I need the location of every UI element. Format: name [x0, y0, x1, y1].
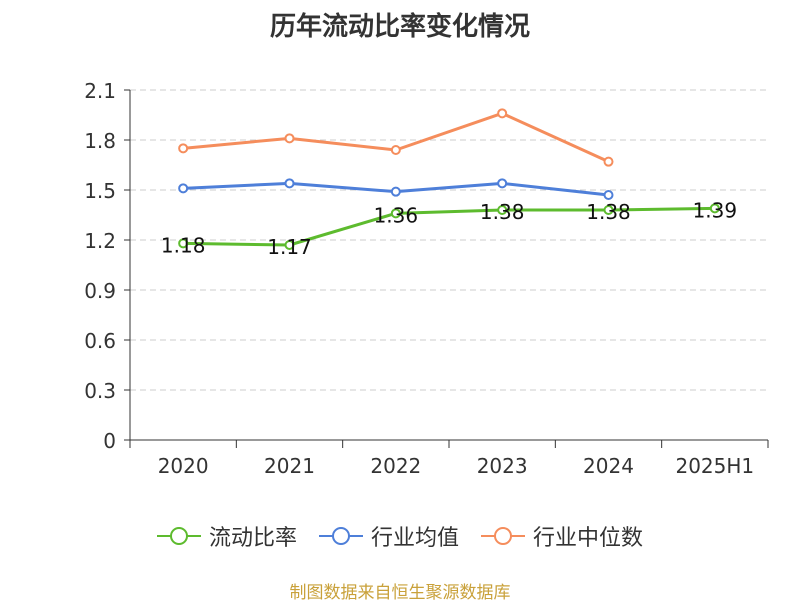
legend-label: 流动比率	[208, 526, 297, 551]
data-label: 1.18	[161, 233, 206, 257]
legend-label: 行业均值	[370, 526, 459, 551]
chart-title: 历年流动比率变化情况	[269, 12, 530, 42]
data-point	[497, 178, 508, 189]
x-tick-label: 2021	[264, 454, 315, 478]
x-tick-label: 2020	[158, 454, 209, 478]
data-label: 1.17	[267, 235, 312, 259]
data-point	[603, 190, 614, 200]
data-point	[390, 208, 401, 219]
series-lines	[178, 108, 720, 250]
y-tick-label: 0.3	[84, 379, 116, 403]
legend-label: 行业中位数	[533, 526, 644, 551]
y-tick-label: 1.8	[84, 129, 116, 153]
data-labels: 1.18 1.17 1.36 1.38 1.38 1.39	[161, 198, 737, 259]
legend-line-marker-icon	[481, 527, 525, 545]
y-tick-label: 2.1	[84, 79, 116, 103]
y-tick-label: 1.2	[84, 229, 116, 253]
y-tick-label: 0.9	[84, 279, 116, 303]
series-line	[183, 206, 715, 247]
data-point	[284, 178, 295, 189]
data-label: 1.38	[586, 200, 631, 224]
data-label: 1.36	[374, 203, 419, 227]
data-point	[709, 203, 720, 214]
data-point	[603, 156, 614, 167]
data-point	[178, 238, 189, 249]
data-point	[178, 143, 189, 154]
legend: 流动比率 行业均值 行业中位数	[0, 520, 800, 552]
data-point	[603, 205, 614, 215]
data-point	[284, 133, 295, 144]
data-point	[284, 240, 295, 250]
data-label: 1.39	[693, 198, 738, 222]
y-tick-label: 0	[103, 429, 116, 453]
legend-item-current-ratio[interactable]: 流动比率	[156, 520, 297, 552]
x-tick-label: 2025H1	[675, 454, 754, 478]
data-point	[178, 183, 189, 194]
axes: 0 0.3 0.6 0.9 1.2 1.5 1.8 2.1 2020 2021 2022 2023 20…	[84, 79, 769, 478]
y-tick-label: 1.5	[84, 179, 116, 203]
legend-line-marker-icon	[156, 527, 201, 545]
legend-item-industry-average[interactable]: 行业均值	[318, 520, 459, 552]
data-point	[497, 108, 508, 119]
x-tick-label: 2024	[583, 454, 634, 478]
data-label: 1.38	[480, 200, 525, 224]
x-tick-label: 2022	[370, 454, 421, 478]
x-tick-label: 2023	[477, 454, 528, 478]
grid-lines	[130, 89, 768, 391]
source-note: 制图数据来自恒生聚源数据库	[289, 583, 511, 603]
data-point	[497, 205, 508, 215]
data-point	[390, 186, 401, 197]
legend-line-marker-icon	[318, 527, 363, 545]
legend-item-industry-median[interactable]: 行业中位数	[481, 520, 643, 552]
data-point	[390, 145, 401, 155]
y-tick-label: 0.6	[84, 329, 116, 353]
